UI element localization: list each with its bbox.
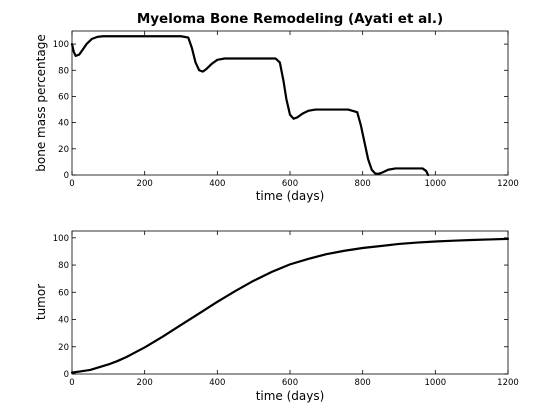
bone-mass-x-axis-label: time (days) xyxy=(256,189,325,203)
bone-mass-y-tick-label: 20 xyxy=(58,145,69,155)
bone-mass-series-line xyxy=(70,35,430,177)
tumor-x-tick-label: 800 xyxy=(355,378,371,388)
tumor-x-ticks: 0 200 400 600 800 1000 1200 xyxy=(69,231,519,388)
tumor-y-tick-label: 100 xyxy=(53,234,69,244)
bone-mass-series xyxy=(70,35,430,177)
tumor-x-tick-label: 1200 xyxy=(497,378,519,388)
bone-mass-y-tick-label: 80 xyxy=(58,66,69,76)
tumor-plot: 0 200 400 600 800 1000 1200 0 20 40 60 80 100 time … xyxy=(34,230,519,403)
tumor-y-tick-label: 40 xyxy=(58,316,69,326)
tumor-axes-frame xyxy=(71,230,509,375)
bone-mass-y-ticks: 0 20 40 60 80 100 xyxy=(53,40,508,181)
tumor-x-tick-label: 600 xyxy=(282,378,298,388)
bone-mass-x-tick-label: 1000 xyxy=(425,179,447,189)
tumor-y-tick-label: 20 xyxy=(58,343,69,353)
bone-mass-x-tick-label: 800 xyxy=(355,179,371,189)
bone-mass-x-tick-label: 600 xyxy=(282,179,298,189)
tumor-x-axis-label: time (days) xyxy=(256,389,325,403)
tumor-x-tick-label: 0 xyxy=(69,378,74,388)
tumor-y-axis-label: tumor xyxy=(34,284,48,320)
bone-mass-plot: 0 200 400 600 800 1000 1200 0 20 40 60 80 100 time … xyxy=(34,30,519,203)
bone-mass-y-axis-label: bone mass percentage xyxy=(34,34,48,171)
tumor-series-line xyxy=(70,237,510,374)
bone-mass-y-tick-label: 100 xyxy=(53,40,69,50)
bone-mass-x-tick-label: 1200 xyxy=(497,179,519,189)
figure-title: Myeloma Bone Remodeling (Ayati et al.) xyxy=(137,11,443,27)
bone-mass-x-tick-label: 0 xyxy=(69,179,74,189)
tumor-x-tick-label: 200 xyxy=(137,378,153,388)
tumor-y-tick-label: 0 xyxy=(64,370,69,380)
tumor-x-tick-label: 1000 xyxy=(425,378,447,388)
bone-mass-y-tick-label: 0 xyxy=(64,171,69,181)
tumor-y-tick-label: 60 xyxy=(58,288,69,298)
bone-mass-y-tick-label: 60 xyxy=(58,92,69,102)
bone-mass-axes-frame xyxy=(71,30,509,176)
bone-mass-x-tick-label: 200 xyxy=(137,179,153,189)
tumor-y-tick-label: 80 xyxy=(58,261,69,271)
bone-mass-x-ticks: 0 200 400 600 800 1000 1200 xyxy=(69,31,519,189)
tumor-x-tick-label: 400 xyxy=(209,378,225,388)
bone-mass-y-tick-label: 40 xyxy=(58,119,69,129)
tumor-y-ticks: 0 20 40 60 80 100 xyxy=(53,234,508,380)
tumor-series xyxy=(70,237,510,374)
bone-mass-x-tick-label: 400 xyxy=(209,179,225,189)
